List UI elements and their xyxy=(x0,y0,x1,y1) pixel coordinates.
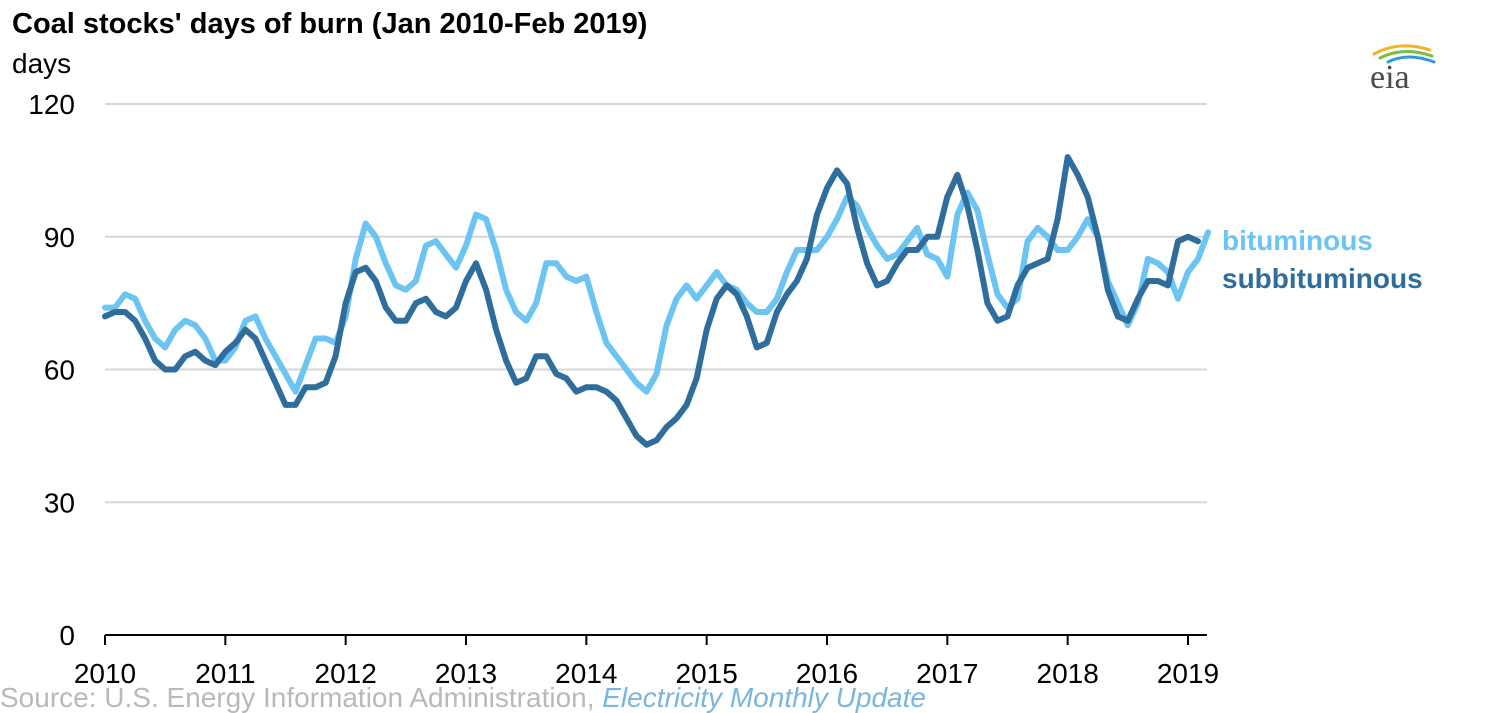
series-line-subbituminous xyxy=(102,154,1201,448)
series-labels: bituminous subbituminous xyxy=(1222,225,1423,294)
x-axis xyxy=(104,634,1207,645)
x-tick-label: 2011 xyxy=(195,658,255,689)
y-tick-label: 120 xyxy=(28,89,75,120)
x-tick-label: 2012 xyxy=(315,658,377,689)
x-tick-label: 2017 xyxy=(916,658,978,689)
y-tick-label: 60 xyxy=(44,355,75,386)
x-tick-label: 2018 xyxy=(1037,658,1099,689)
series-lines xyxy=(102,154,1212,448)
series-line-bituminous xyxy=(102,189,1212,395)
x-tick-label: 2019 xyxy=(1157,658,1219,689)
x-tick-label: 2010 xyxy=(74,658,136,689)
svg-text:eia: eia xyxy=(1370,59,1410,96)
source-note: Source: U.S. Energy Information Administ… xyxy=(0,684,926,712)
x-tick-label: 2014 xyxy=(555,658,617,689)
x-tick-label: 2013 xyxy=(435,658,497,689)
series-label-bituminous: bituminous xyxy=(1222,225,1373,256)
y-axis-tick-labels: 0 30 60 90 120 xyxy=(28,89,75,651)
x-tick-label: 2016 xyxy=(796,658,858,689)
y-axis-unit-label: days xyxy=(12,48,72,79)
y-tick-label: 0 xyxy=(59,620,75,651)
y-tick-label: 90 xyxy=(44,222,75,253)
x-tick-label: 2015 xyxy=(676,658,738,689)
series-label-subbituminous: subbituminous xyxy=(1222,263,1423,294)
eia-logo: eia xyxy=(1370,44,1436,96)
chart-title: Coal stocks' days of burn (Jan 2010-Feb … xyxy=(12,8,648,40)
y-tick-label: 30 xyxy=(44,487,75,518)
x-axis-tick-labels: 2010 2011 2012 2013 2014 2015 2016 2017 2018 2019 xyxy=(74,658,1219,689)
